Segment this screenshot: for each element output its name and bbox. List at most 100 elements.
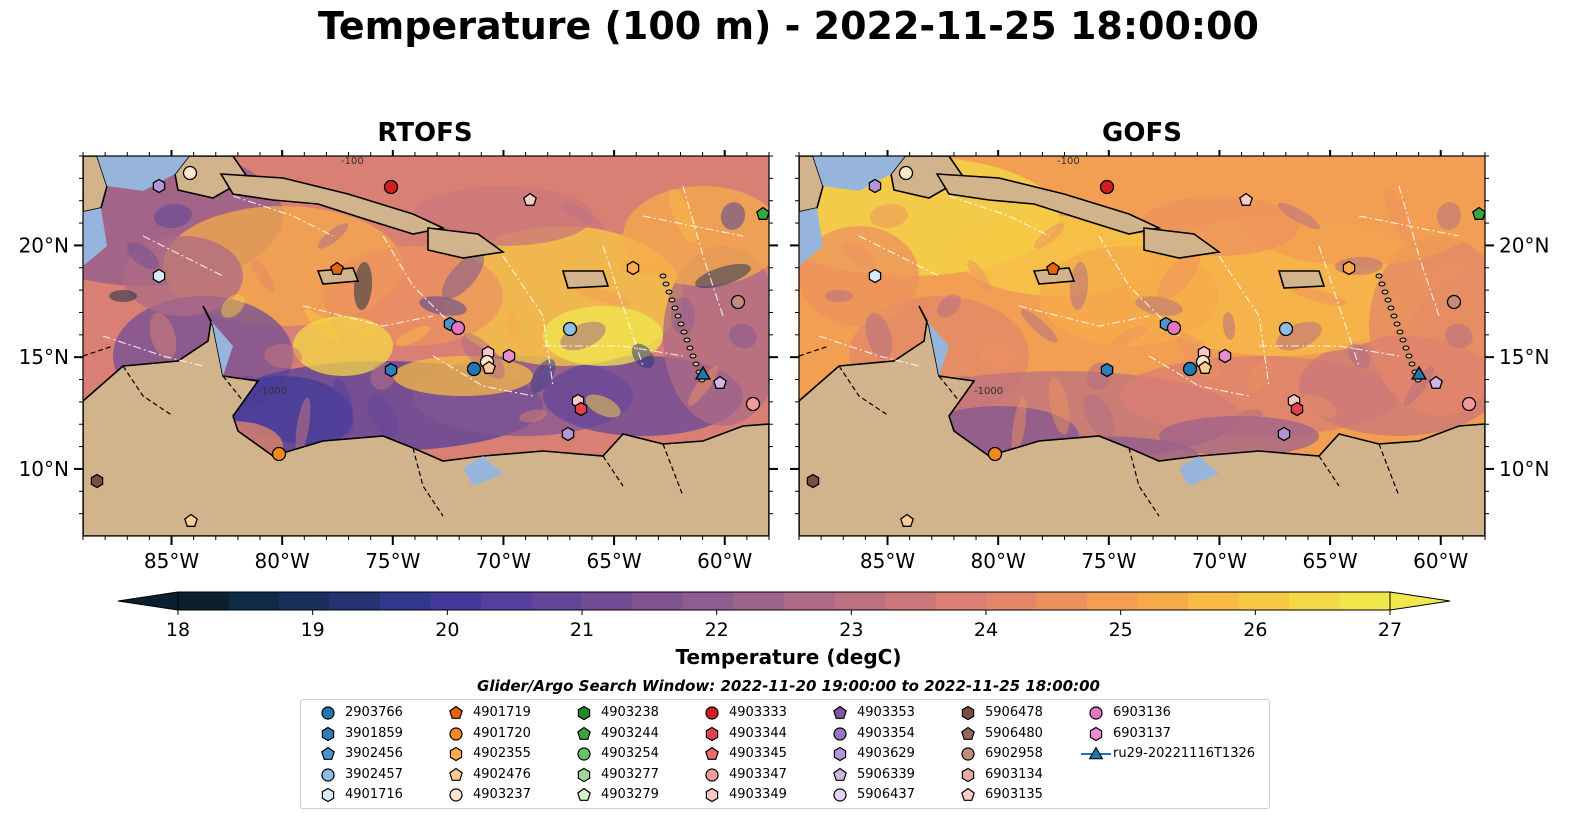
legend-label: 4901719 xyxy=(473,705,531,720)
circle-marker-icon xyxy=(321,706,335,720)
float-marker xyxy=(806,473,820,489)
x-tick-label: 80°W xyxy=(255,549,310,573)
legend: 2903766 3901859 3902456 3902457 4901716 49017… xyxy=(300,699,1270,809)
float-marker xyxy=(1429,375,1443,389)
y-tick-label: 10°N xyxy=(19,457,69,481)
x-tick-label: 75°W xyxy=(365,549,420,573)
colorbar-segment xyxy=(632,592,684,610)
float-marker xyxy=(756,206,769,220)
legend-label: 4903237 xyxy=(473,787,531,802)
x-tick-label: 65°W xyxy=(1302,549,1357,573)
hexagon-marker-icon xyxy=(577,705,591,721)
x-tick-label: 80°W xyxy=(971,549,1026,573)
pentagon-marker-icon xyxy=(833,767,847,781)
pentagon-marker-icon xyxy=(961,787,975,801)
y-tick-label: 10°N xyxy=(1499,457,1549,481)
circle-marker-icon xyxy=(833,788,847,802)
float-marker xyxy=(730,294,746,310)
x-tick-label: 70°W xyxy=(1192,549,1247,573)
float-marker xyxy=(466,361,482,377)
y-tick-label: 20°N xyxy=(19,233,69,257)
pentagon-marker-icon xyxy=(577,787,591,801)
legend-label: 4903254 xyxy=(601,746,659,761)
legend-label: 4903353 xyxy=(857,705,915,720)
hexagon-marker-icon xyxy=(833,746,847,762)
gofs-map: -1000 -100 85°W 80°W 75°W 70°W 65°W 60°W 20°N 15°… xyxy=(790,150,1549,573)
float-marker xyxy=(1342,260,1356,276)
float-marker xyxy=(1446,294,1462,310)
colorbar-segment xyxy=(329,592,381,610)
land-mass xyxy=(1277,270,1326,289)
legend-label: 4901720 xyxy=(473,725,531,741)
legend-label: 3902456 xyxy=(345,746,403,761)
hexagon-marker-icon xyxy=(321,726,335,741)
colorbar-tick-label: 19 xyxy=(301,619,325,640)
colorbar-tick-label: 18 xyxy=(166,619,190,640)
circle-marker-icon xyxy=(449,788,463,802)
legend-label: 6903134 xyxy=(985,766,1043,782)
hexagon-marker-icon xyxy=(321,787,335,803)
colorbar-segment xyxy=(834,592,886,610)
colorbar-segment xyxy=(1188,592,1240,610)
colorbar-tick-label: 22 xyxy=(705,619,729,640)
float-marker xyxy=(482,360,496,374)
legend-label: 5906478 xyxy=(985,705,1043,720)
colorbar-segment xyxy=(683,592,735,610)
float-marker xyxy=(184,513,198,527)
legend-label: 3901859 xyxy=(345,725,403,741)
colorbar-segment xyxy=(1289,592,1341,610)
y-tick-label: 20°N xyxy=(1499,233,1549,257)
land-mass xyxy=(83,156,108,213)
colorbar-segment xyxy=(1238,592,1290,610)
float-marker xyxy=(987,446,1003,462)
float-marker xyxy=(868,268,882,284)
float-marker xyxy=(1461,396,1477,412)
legend-label: 4903244 xyxy=(601,725,659,741)
colorbar-tick-label: 21 xyxy=(570,619,594,640)
x-tick-label: 70°W xyxy=(476,549,531,573)
legend-label: 6903137 xyxy=(1113,725,1171,741)
rtofs-map: -1000 -100 85°W 80°W 75°W 70°W 65°W 60°W 20°N 15°… xyxy=(19,150,778,573)
legend-label: 4903344 xyxy=(729,725,787,741)
legend-label: 4901716 xyxy=(345,787,403,802)
triangle-line-marker-icon xyxy=(1081,746,1111,760)
legend-label: 4903333 xyxy=(729,705,787,720)
hexagon-marker-icon xyxy=(705,726,719,741)
colorbar-segment xyxy=(531,592,583,610)
colorbar-extend-min xyxy=(117,591,179,611)
hexagon-marker-icon xyxy=(961,705,975,721)
colorbar-segment xyxy=(380,592,432,610)
colorbar-segment xyxy=(178,592,230,610)
colorbar-tick-label: 25 xyxy=(1109,619,1133,640)
float-marker xyxy=(1277,426,1291,442)
float-marker xyxy=(450,320,466,336)
colorbar-tick-label: 24 xyxy=(974,619,998,640)
float-marker xyxy=(868,178,882,194)
float-marker xyxy=(152,268,166,284)
x-tick-label: 60°W xyxy=(1413,549,1468,573)
float-marker xyxy=(384,362,398,378)
legend-label: 3902457 xyxy=(345,766,403,782)
x-tick-label: 75°W xyxy=(1081,549,1136,573)
contour-label-100: -100 xyxy=(341,156,364,167)
hexagon-marker-icon xyxy=(705,787,719,803)
float-marker xyxy=(898,165,914,181)
float-marker xyxy=(900,513,914,527)
float-marker xyxy=(1166,320,1182,336)
float-marker xyxy=(1198,360,1212,374)
colorbar-segment xyxy=(885,592,937,610)
pentagon-marker-icon xyxy=(705,746,719,760)
legend-label: 4903629 xyxy=(857,746,915,761)
colorbar-tick-label: 27 xyxy=(1378,619,1402,640)
circle-marker-icon xyxy=(705,767,719,782)
figure-title: Temperature (100 m) - 2022-11-25 18:00:0… xyxy=(317,4,1259,48)
float-marker xyxy=(561,426,575,442)
legend-label: 4902476 xyxy=(473,766,531,782)
float-marker xyxy=(745,396,761,412)
legend-label: 4903349 xyxy=(729,787,787,802)
colorbar-segment xyxy=(430,592,482,610)
legend-label: 4903277 xyxy=(601,766,659,782)
float-marker xyxy=(90,473,104,489)
float-marker xyxy=(330,261,344,275)
colorbar-segment xyxy=(1036,592,1088,610)
